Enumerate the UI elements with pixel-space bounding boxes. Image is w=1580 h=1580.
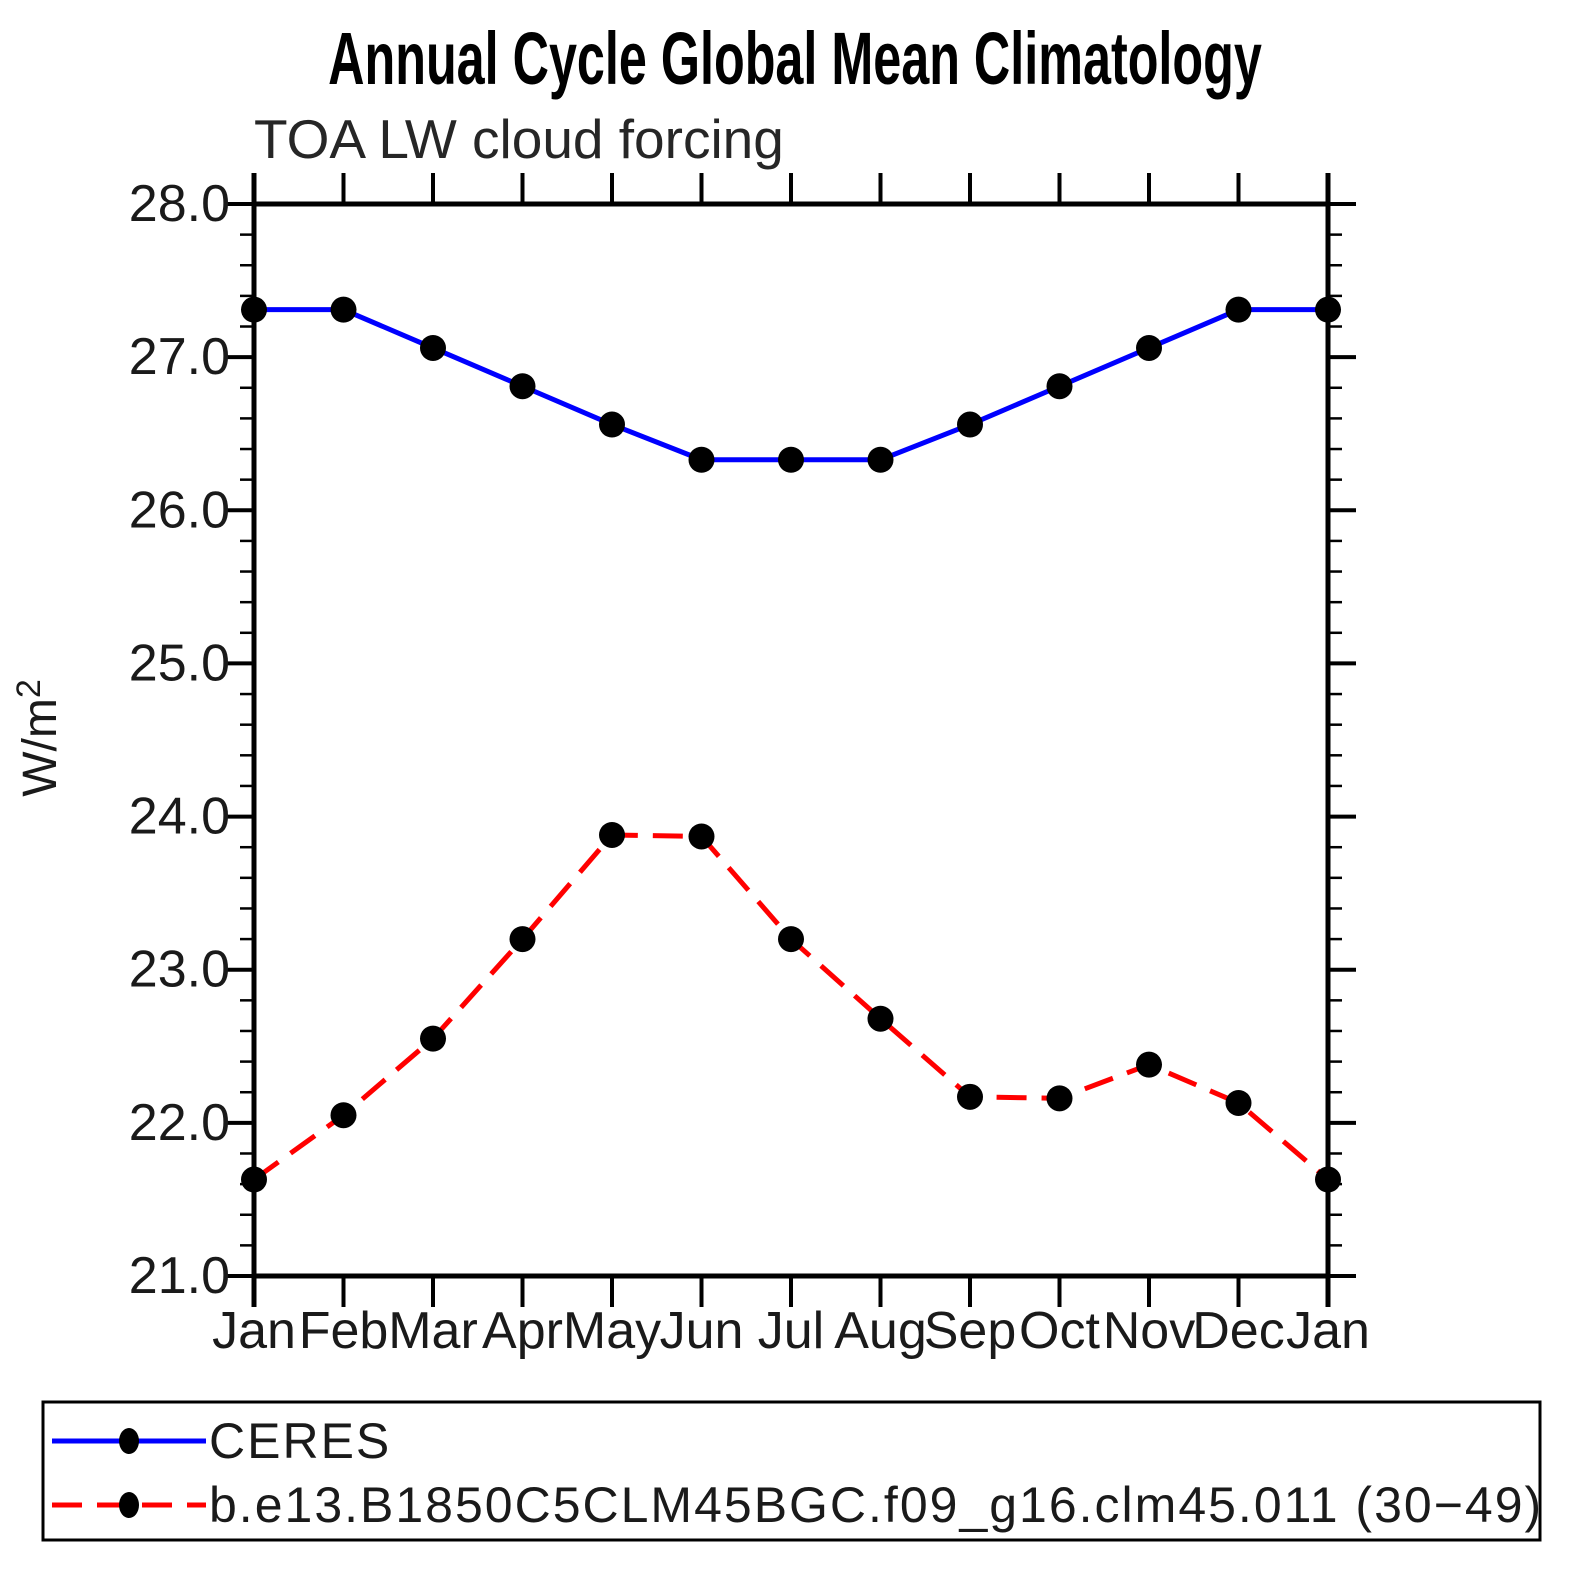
ceres-point	[1225, 296, 1252, 323]
ceres-point	[330, 296, 357, 323]
chart-subtitle: TOA LW cloud forcing	[254, 108, 784, 170]
x-tick-label: Apr	[482, 1302, 563, 1360]
y-tick-label: 23.0	[129, 941, 230, 999]
model-point	[1315, 1166, 1341, 1193]
model-point	[1046, 1085, 1073, 1112]
x-tick-label: Dec	[1192, 1302, 1284, 1360]
x-tick-label: Jul	[758, 1302, 824, 1360]
x-tick-label: Nov	[1103, 1302, 1195, 1360]
y-tick-label: 25.0	[129, 634, 230, 692]
legend: CERES b.e13.B1850C5CLM45BGC.f09_g16.clm4…	[41, 1400, 1543, 1542]
legend-ceres-marker	[119, 1428, 139, 1454]
model-point	[1136, 1051, 1162, 1078]
ceres-point	[867, 446, 894, 473]
model-point	[241, 1166, 267, 1193]
model-point	[778, 926, 804, 953]
chart-title: Annual Cycle Global Mean Climatology	[328, 19, 1262, 101]
model-point	[330, 1102, 357, 1129]
plot-axes	[226, 173, 1356, 1307]
ceres-point	[599, 411, 625, 438]
y-tick-label: 21.0	[129, 1247, 230, 1305]
ceres-point	[420, 334, 446, 361]
x-tick-label: Sep	[924, 1302, 1017, 1360]
x-tick-label: May	[563, 1302, 661, 1360]
model-point	[599, 821, 625, 848]
ceres-line	[254, 307, 1328, 463]
y-tick-label: 27.0	[129, 328, 230, 386]
legend-ceres-label: CERES	[209, 1413, 391, 1469]
ceres-point	[1046, 373, 1073, 400]
y-tick-label: 28.0	[129, 175, 230, 233]
model-point	[688, 823, 715, 850]
ceres-point	[688, 446, 715, 473]
x-tick-label: Mar	[388, 1302, 478, 1360]
y-tick-label: 26.0	[129, 481, 230, 539]
y-axis-tick-labels: 21.0 22.0 23.0 24.0 25.0 26.0 27.0 28.0	[129, 175, 230, 1305]
x-tick-label: Feb	[299, 1302, 389, 1360]
ceres-series	[241, 296, 1341, 473]
model-series	[241, 821, 1341, 1193]
model-point	[420, 1025, 446, 1052]
ceres-point	[241, 296, 267, 323]
x-tick-label: Jan	[212, 1302, 296, 1360]
ceres-point	[1136, 334, 1162, 361]
y-axis-label: W/m2	[10, 679, 67, 797]
y-tick-label: 22.0	[129, 1094, 230, 1152]
x-tick-label: Jun	[660, 1302, 744, 1360]
model-point	[509, 926, 536, 953]
model-line	[252, 832, 1330, 1182]
ceres-point	[1315, 296, 1341, 323]
ceres-point	[778, 446, 804, 473]
legend-model-label: b.e13.B1850C5CLM45BGC.f09_g16.clm45.011 …	[209, 1477, 1543, 1533]
model-point	[1225, 1089, 1252, 1116]
x-tick-label: Aug	[834, 1302, 927, 1360]
ceres-point	[509, 373, 536, 400]
legend-box	[41, 1400, 1542, 1542]
x-tick-label: Jan	[1286, 1302, 1370, 1360]
legend-model-marker	[119, 1492, 139, 1518]
model-point	[957, 1083, 983, 1110]
x-tick-label: Oct	[1019, 1302, 1100, 1360]
y-tick-label: 24.0	[129, 788, 230, 846]
ceres-point	[957, 411, 983, 438]
model-point	[867, 1005, 894, 1032]
